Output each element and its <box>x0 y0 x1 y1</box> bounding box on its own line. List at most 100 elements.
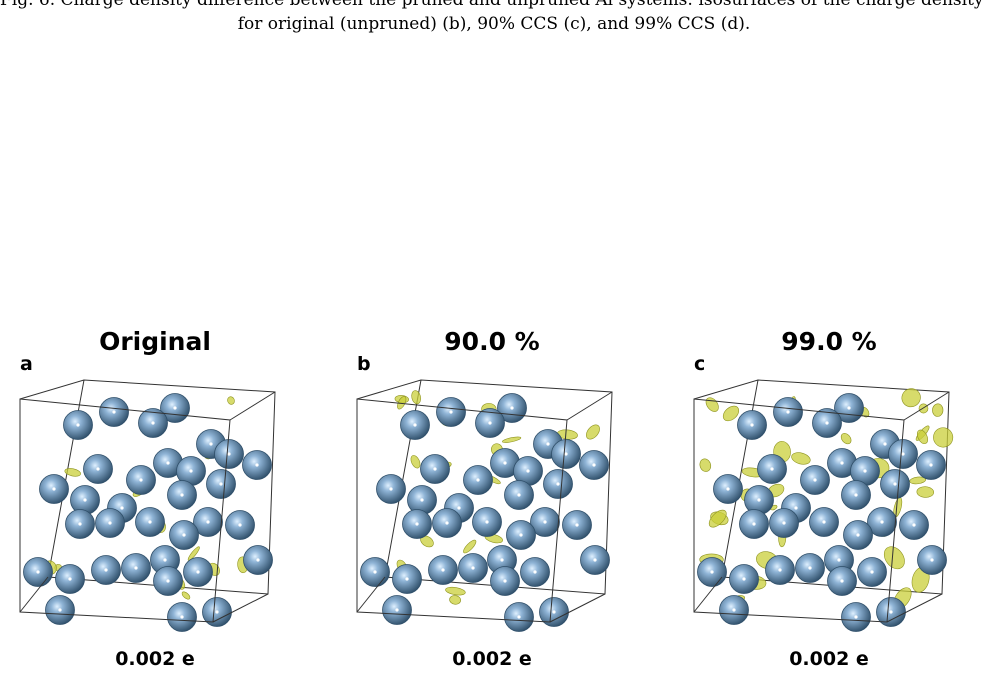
atom-highlight <box>503 461 507 465</box>
atom-highlight <box>880 520 884 524</box>
atom-highlight <box>52 487 56 491</box>
isosurface-blob <box>699 458 712 472</box>
atom-highlight <box>825 421 829 425</box>
caption-line-2: for original (unpruned) (b), 90% CCS (c)… <box>237 14 751 34</box>
atom-highlight <box>519 533 523 537</box>
atom-highlight <box>219 482 223 486</box>
atom-highlight <box>929 463 933 467</box>
panel-letter: b <box>357 353 371 375</box>
atom-highlight <box>533 570 537 574</box>
atom-highlight <box>847 406 851 410</box>
isosurface-blob <box>708 509 727 528</box>
atom-highlight <box>556 482 560 486</box>
atom-highlight <box>120 506 124 510</box>
atom-highlight <box>255 463 259 467</box>
atom-highlight <box>189 469 193 473</box>
atom-highlight <box>543 520 547 524</box>
atom-highlight <box>405 577 409 581</box>
atom-highlight <box>389 487 393 491</box>
atom-highlight <box>96 467 100 471</box>
isosurface-blob <box>932 403 944 417</box>
cell-edge <box>229 391 276 421</box>
isosurface-blob <box>449 595 461 605</box>
atom-highlight <box>930 558 934 562</box>
atom-highlight <box>108 521 112 525</box>
cell-edge <box>566 391 613 421</box>
atom-highlight <box>546 442 550 446</box>
isovalue-label: 0.002 e <box>115 648 195 670</box>
isosurface-blob <box>722 405 740 422</box>
cell-edge <box>549 593 606 623</box>
isosurface-blob <box>181 591 191 600</box>
atom-highlight <box>180 615 184 619</box>
atom-highlight <box>517 615 521 619</box>
simulation-cell-render <box>356 379 613 632</box>
panel-99-percent: 99.0 % c 0.002 e <box>674 320 974 673</box>
isosurface-blob <box>463 539 477 554</box>
isosurface-blob <box>916 429 929 445</box>
atom-highlight <box>883 442 887 446</box>
cell-edge <box>903 391 950 421</box>
atom-highlight <box>78 522 82 526</box>
atom-highlight <box>173 406 177 410</box>
panel-original: Original a 0.002 e <box>0 320 300 673</box>
atom-highlight <box>893 482 897 486</box>
atom-highlight <box>794 506 798 510</box>
atom-highlight <box>395 608 399 612</box>
atom-highlight <box>840 461 844 465</box>
atom-highlight <box>592 463 596 467</box>
atom-highlight <box>476 478 480 482</box>
atom-highlight <box>526 469 530 473</box>
atom-highlight <box>163 558 167 562</box>
atom-highlight <box>58 608 62 612</box>
atom-highlight <box>813 478 817 482</box>
isosurface-blob <box>883 546 905 570</box>
atom-highlight <box>471 566 475 570</box>
isosurface-blob <box>410 455 421 469</box>
atom-highlight <box>238 523 242 527</box>
isosurface-blob <box>445 586 466 596</box>
atom-highlight <box>206 520 210 524</box>
atom-highlight <box>148 520 152 524</box>
atom-highlight <box>854 493 858 497</box>
atom-highlight <box>433 467 437 471</box>
isosurface-blob <box>933 427 954 448</box>
atom-highlight <box>76 423 80 427</box>
atom-highlight <box>373 570 377 574</box>
isovalue-label: 0.002 e <box>452 648 532 670</box>
atom-highlight <box>837 558 841 562</box>
atom-highlight <box>856 533 860 537</box>
atom-highlight <box>822 520 826 524</box>
cell-edge <box>886 593 943 623</box>
figure-caption: Fig. 6. Charge density difference betwee… <box>0 0 988 36</box>
simulation-cell-render <box>693 379 954 632</box>
atom-highlight <box>593 558 597 562</box>
isosurface-blob <box>187 546 200 561</box>
atom-highlight <box>256 558 260 562</box>
cell-edge <box>693 576 723 613</box>
cell-edge <box>356 379 422 400</box>
atom-highlight <box>786 410 790 414</box>
isosurface-blob <box>227 396 235 405</box>
isosurface-blob <box>64 468 81 477</box>
atom-highlight <box>808 566 812 570</box>
atom-highlight <box>449 410 453 414</box>
atom-highlight <box>215 610 219 614</box>
atom-highlight <box>112 410 116 414</box>
atom-highlight <box>575 523 579 527</box>
atom-highlight <box>710 570 714 574</box>
atom-highlight <box>726 487 730 491</box>
caption-line-1: Fig. 6. Charge density difference betwee… <box>0 0 988 10</box>
atom-highlight <box>83 498 87 502</box>
atom-highlight <box>552 610 556 614</box>
atom-highlight <box>782 521 786 525</box>
atom-highlight <box>901 452 905 456</box>
isosurface-blob <box>916 486 935 498</box>
cell-edge <box>693 379 759 400</box>
atom-highlight <box>742 577 746 581</box>
isosurface-blob <box>502 436 522 443</box>
atom-highlight <box>912 523 916 527</box>
cell-edge <box>356 576 386 613</box>
atom-highlight <box>104 568 108 572</box>
atom-highlight <box>732 608 736 612</box>
